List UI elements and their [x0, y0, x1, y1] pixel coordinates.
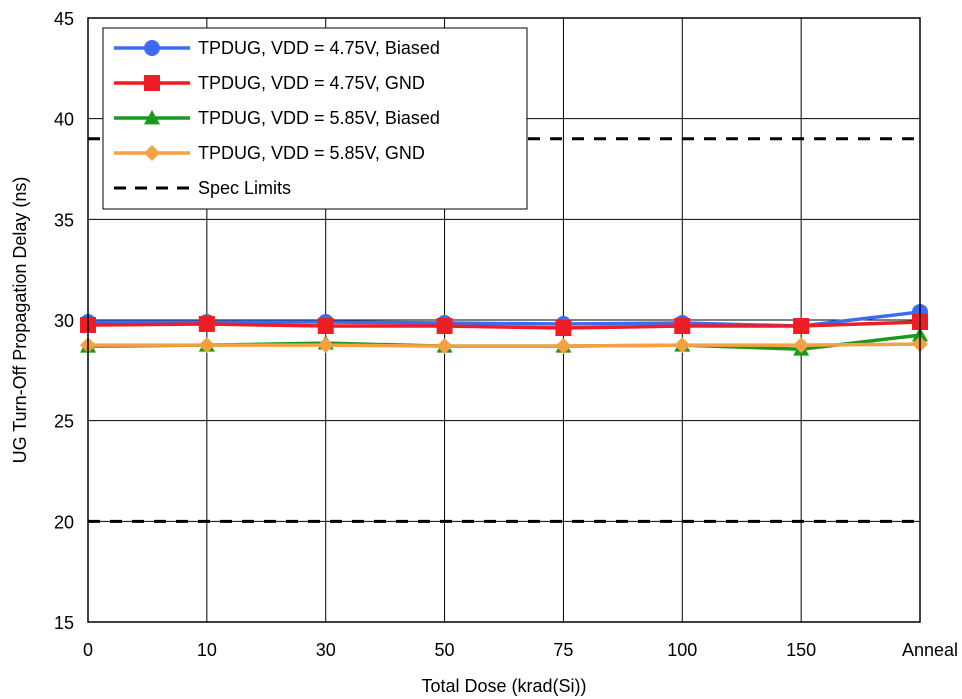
y-tick-label: 35 — [54, 210, 74, 230]
marker-square — [555, 320, 572, 337]
legend-item: Spec Limits — [114, 178, 291, 198]
marker-diamond — [555, 338, 572, 355]
y-tick-label: 40 — [54, 110, 74, 130]
legend-label: TPDUG, VDD = 5.85V, Biased — [198, 108, 440, 128]
series-line — [88, 342, 921, 348]
marker-diamond — [144, 145, 160, 161]
marker-triangle — [144, 110, 160, 125]
y-tick-labels: 15 20 25 30 35 40 45 — [54, 9, 74, 633]
legend-label: TPDUG, VDD = 5.85V, GND — [198, 143, 425, 163]
y-axis-label: UG Turn-Off Propagation Delay (ns) — [10, 177, 30, 464]
x-tick-labels: 0 10 30 50 75 100 150 Anneal — [83, 640, 958, 660]
x-tick-label: 30 — [316, 640, 336, 660]
series-diamond — [80, 336, 928, 355]
legend-label: TPDUG, VDD = 4.75V, Biased — [198, 38, 440, 58]
y-tick-label: 30 — [54, 311, 74, 331]
series-line — [87, 320, 921, 330]
x-tick-label: 10 — [197, 640, 217, 660]
marker-diamond — [317, 337, 334, 354]
x-tick-label: Anneal — [902, 640, 958, 660]
x-tick-label: 100 — [667, 640, 697, 660]
legend-label: TPDUG, VDD = 4.75V, GND — [198, 73, 425, 93]
y-tick-label: 45 — [54, 9, 74, 29]
legend-item: TPDUG, VDD = 5.85V, Biased — [114, 108, 440, 128]
x-axis-label: Total Dose (krad(Si)) — [421, 676, 586, 696]
y-tick-label: 15 — [54, 613, 74, 633]
marker-square — [436, 318, 453, 335]
y-tick-label: 20 — [54, 512, 74, 532]
legend-item: TPDUG, VDD = 4.75V, GND — [114, 73, 425, 93]
legend-item: TPDUG, VDD = 5.85V, GND — [114, 143, 425, 163]
marker-diamond — [198, 337, 215, 354]
legend-label: Spec Limits — [198, 178, 291, 198]
marker-square — [793, 318, 810, 335]
marker-diamond — [674, 337, 691, 354]
series-group — [80, 303, 928, 356]
marker-diamond — [436, 338, 453, 355]
marker-square — [674, 318, 691, 335]
x-tick-label: 50 — [435, 640, 455, 660]
marker-circle — [144, 40, 160, 56]
marker-square — [144, 75, 160, 91]
legend-item: TPDUG, VDD = 4.75V, Biased — [114, 38, 440, 58]
plot-frame — [87, 17, 921, 623]
legend: TPDUG, VDD = 4.75V, Biased TPDUG, VDD = 4… — [102, 27, 528, 210]
marker-diamond — [793, 337, 810, 354]
marker-square — [317, 318, 334, 335]
y-tick-label: 25 — [54, 412, 74, 432]
x-tick-label: 150 — [786, 640, 816, 660]
marker-square — [198, 316, 215, 333]
x-tick-label: 0 — [83, 640, 93, 660]
series-square — [80, 314, 928, 337]
x-tick-label: 75 — [553, 640, 573, 660]
